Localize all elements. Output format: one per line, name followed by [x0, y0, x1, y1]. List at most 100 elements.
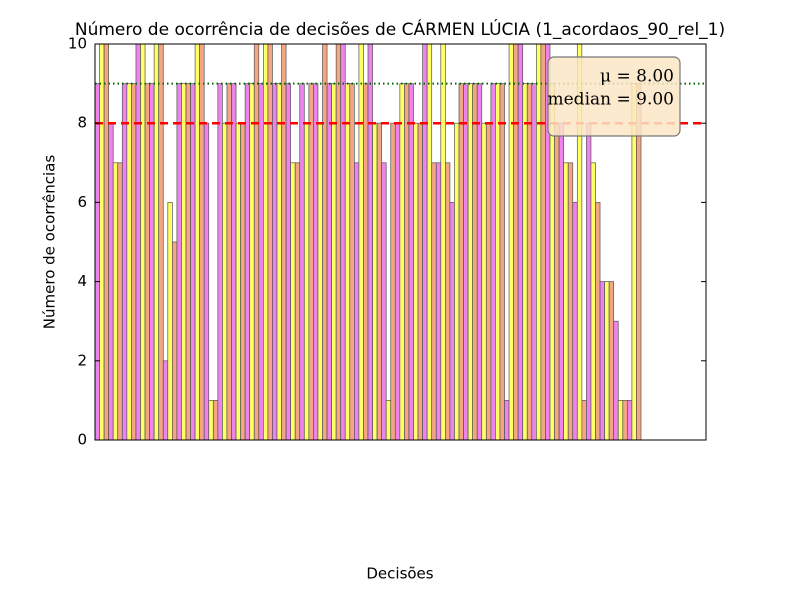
bar — [331, 83, 337, 441]
bar — [281, 43, 287, 441]
bar — [558, 122, 564, 441]
bar — [476, 83, 483, 441]
y-tick-label: 8 — [77, 114, 87, 132]
bar — [285, 83, 292, 441]
bar — [440, 43, 446, 441]
bar — [335, 43, 342, 441]
bar — [385, 400, 392, 441]
bar — [540, 43, 546, 441]
bar — [303, 122, 310, 441]
bar — [481, 122, 487, 441]
bar — [458, 83, 464, 441]
bar — [526, 83, 533, 441]
bar — [531, 83, 537, 441]
bar — [140, 43, 146, 441]
y-tick-label: 4 — [77, 272, 87, 290]
bar — [190, 83, 196, 441]
bar — [135, 43, 141, 441]
y-tick-label: 6 — [77, 193, 87, 211]
bar — [604, 281, 610, 441]
bar — [372, 122, 378, 441]
bar — [212, 400, 219, 441]
bar — [176, 83, 182, 441]
bar — [117, 162, 123, 441]
bar — [258, 83, 264, 441]
bar — [495, 83, 501, 441]
bar — [613, 320, 619, 441]
bar — [567, 162, 574, 441]
bar — [326, 83, 332, 441]
chart-title: Número de ocorrência de decisões de CÁRM… — [75, 18, 725, 40]
mean-annotation: μ = 8.00 — [600, 67, 674, 87]
median-annotation: median = 9.00 — [548, 90, 675, 110]
y-tick-label: 2 — [77, 351, 87, 369]
y-tick-label: 0 — [77, 431, 87, 449]
bar — [185, 83, 191, 441]
bar — [426, 43, 433, 441]
bar — [172, 241, 178, 441]
bar — [103, 43, 109, 441]
bar — [445, 162, 451, 441]
bar — [617, 400, 624, 441]
bar — [381, 162, 387, 441]
bar — [499, 83, 505, 441]
bar — [240, 122, 246, 441]
bar — [408, 83, 414, 441]
bar — [149, 83, 155, 441]
bar — [417, 122, 423, 441]
bar — [231, 83, 237, 441]
plot-frame — [94, 43, 707, 441]
bar — [581, 400, 587, 441]
bar — [454, 122, 460, 441]
bar — [226, 83, 232, 441]
bar — [595, 202, 601, 441]
bar — [431, 162, 437, 441]
bar — [586, 122, 592, 441]
bar — [422, 43, 428, 441]
bar — [167, 202, 173, 441]
bar — [112, 162, 119, 441]
bar — [599, 281, 605, 441]
bar — [267, 43, 273, 441]
bar — [390, 122, 396, 441]
bar — [144, 83, 150, 441]
bar — [626, 400, 633, 441]
bar — [131, 83, 137, 441]
bar — [517, 43, 524, 441]
bar — [554, 122, 560, 441]
bar — [344, 83, 351, 441]
bar — [472, 83, 478, 441]
y-axis-label: Número de ocorrências — [41, 155, 59, 330]
bar — [394, 122, 401, 441]
bar — [208, 400, 214, 441]
bar — [549, 83, 555, 441]
bar — [194, 43, 201, 441]
bar — [636, 83, 642, 441]
x-axis-label: Decisões — [366, 565, 433, 583]
bar — [608, 281, 615, 441]
bar — [94, 83, 100, 441]
bar — [272, 83, 278, 441]
bar — [376, 122, 383, 441]
bar — [449, 202, 455, 441]
bar — [435, 162, 442, 441]
bar — [203, 122, 210, 441]
bar — [413, 122, 419, 441]
bar — [354, 162, 360, 441]
y-tick-label: 10 — [68, 35, 87, 53]
bar — [308, 83, 314, 441]
bar — [322, 43, 328, 441]
bar — [121, 83, 128, 441]
bar — [399, 83, 405, 441]
bar — [244, 83, 251, 441]
bar — [181, 83, 187, 441]
bar — [340, 43, 346, 441]
bar — [358, 43, 364, 441]
bar — [317, 122, 323, 441]
bar — [126, 83, 132, 441]
bar — [276, 83, 282, 441]
bar — [363, 83, 369, 441]
bar — [290, 162, 296, 441]
bar — [563, 162, 569, 441]
